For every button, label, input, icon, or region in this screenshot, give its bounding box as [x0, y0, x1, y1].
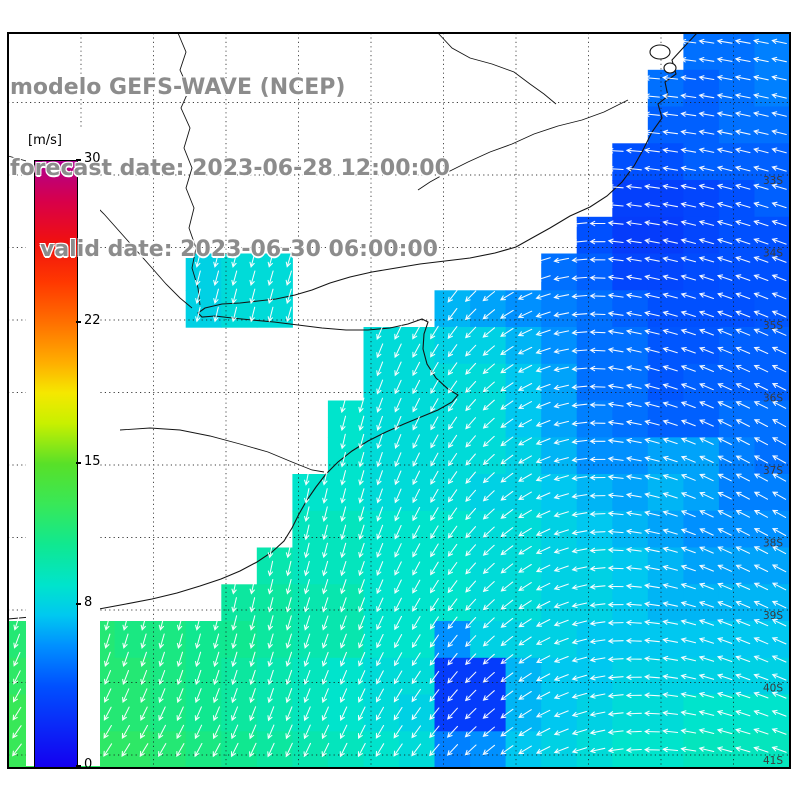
lat-label: 38S [763, 538, 783, 550]
river-border-line [177, 32, 201, 306]
lat-label: 39S [763, 610, 783, 622]
river-border-line [119, 427, 325, 473]
colorbar: [m/s] 30 22 15 8 0 [26, 128, 101, 772]
map-frame [7, 32, 791, 769]
coastal-lagoon [649, 44, 671, 60]
forecast-date-line: forecast date: 2023-06-28 12:00:00 [10, 156, 450, 181]
latitude-labels: 33S 34S 35S 36S 37S 38S 39S 40S 41S [763, 175, 783, 767]
colorbar-tick-label: 0 [76, 757, 118, 772]
lat-label: 40S [763, 683, 783, 695]
ocean-speed-cells [8, 33, 791, 769]
colorbar-tick-label: 22 [76, 313, 118, 328]
lat-label: 34S [763, 248, 783, 260]
lat-label: 41S [763, 755, 783, 767]
title-block: modelo GEFS-WAVE (NCEP) forecast date: 2… [10, 20, 450, 317]
river-border-line [437, 32, 557, 105]
lat-label: 35S [763, 320, 783, 332]
lat-label: 36S [763, 393, 783, 405]
colorbar-tick-label: 8 [76, 595, 118, 610]
colorbar-tick-label: 30 [76, 151, 118, 166]
colorbar-unit-label: [m/s] [28, 133, 62, 148]
model-title: modelo GEFS-WAVE (NCEP) [10, 75, 346, 100]
lat-label: 37S [763, 465, 783, 477]
coastal-lagoon [663, 62, 677, 74]
colorbar-gradient [34, 160, 78, 768]
river-border-line [417, 99, 629, 191]
valid-date-line: valid date: 2023-06-30 06:00:00 [40, 237, 438, 262]
colorbar-tick-label: 15 [76, 454, 118, 469]
lat-label: 33S [763, 175, 783, 187]
